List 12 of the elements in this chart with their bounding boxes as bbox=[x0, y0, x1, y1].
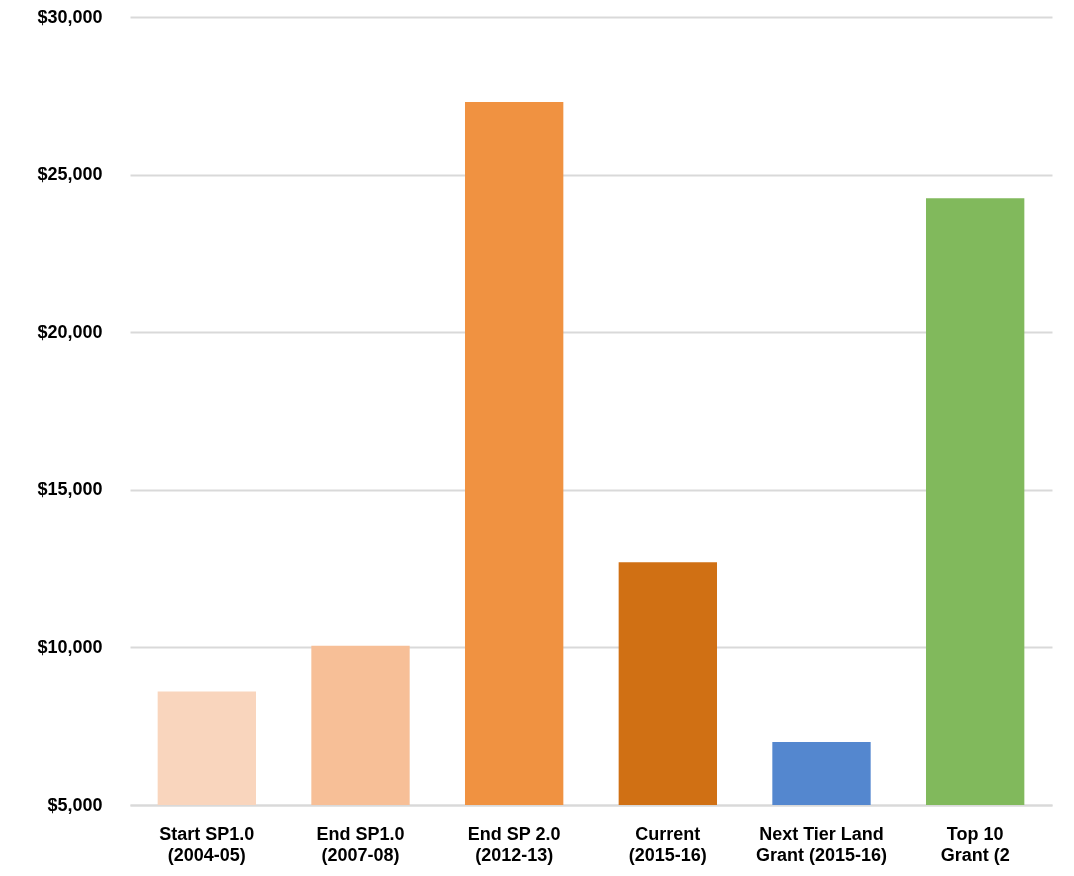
y-tick-label: $25,000 bbox=[37, 164, 103, 185]
x-tick-label: Current (2015-16) bbox=[628, 823, 707, 865]
x-tick-label: Top 10 Grant (2 bbox=[940, 823, 1010, 865]
y-tick-label: $5,000 bbox=[47, 794, 103, 815]
x-tick-label: Next Tier Land Grant (2015-16) bbox=[755, 823, 888, 865]
y-tick-label: $30,000 bbox=[37, 6, 103, 27]
x-tick-label: End SP1.0 (2007-08) bbox=[316, 823, 405, 865]
y-tick-label: $15,000 bbox=[37, 479, 103, 500]
x-tick-label: End SP 2.0 (2012-13) bbox=[467, 823, 561, 865]
x-tick-label: Start SP1.0 (2004-05) bbox=[159, 823, 255, 865]
y-tick-label: $10,000 bbox=[37, 636, 103, 657]
y-tick-label: $20,000 bbox=[37, 321, 103, 342]
